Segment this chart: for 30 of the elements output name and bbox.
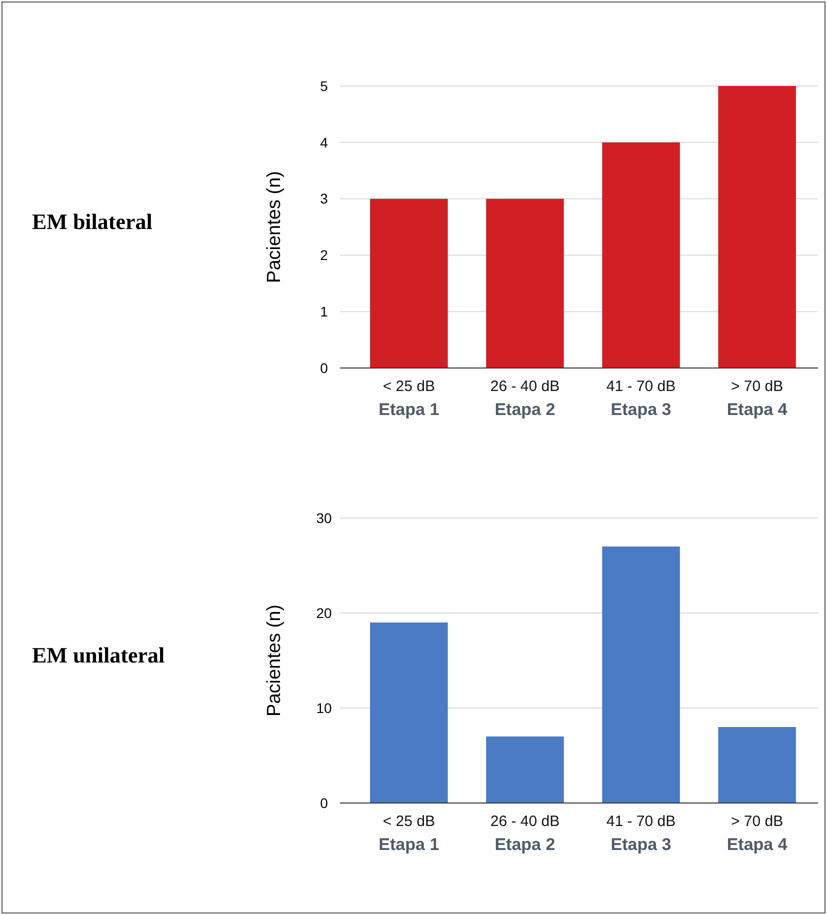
y-tick-label: 1 [320, 304, 328, 320]
y-tick-label: 5 [320, 78, 328, 94]
bar [486, 736, 564, 803]
x-tick-label: > 70 dB Etapa 4 [726, 813, 788, 854]
x-tick-label: 26 - 40 dB Etapa 2 [490, 813, 560, 854]
x-tick-label: 41 - 70 dB Etapa 3 [606, 813, 676, 854]
bar [602, 546, 680, 803]
bar [370, 198, 448, 368]
bar [718, 86, 796, 368]
bar [370, 622, 448, 803]
text: EM bilateral [32, 209, 152, 234]
y-tick-label: 2 [320, 247, 328, 264]
x-tick-label: < 25 dB Etapa 1 [378, 378, 440, 419]
y-tick-label: 30 [316, 510, 332, 526]
y-axis-title: Pacientes (n) [264, 171, 285, 283]
x-tick-label: 41 - 70 dB Etapa 3 [606, 378, 676, 419]
y-tick-label: 0 [320, 360, 328, 376]
y-tick-label: 4 [320, 134, 328, 150]
y-tick-label: 3 [320, 190, 328, 207]
x-tick-label: > 70 dB Etapa 4 [726, 378, 788, 419]
bar [718, 727, 796, 803]
bar [602, 142, 680, 368]
x-tick-label: 26 - 40 dB Etapa 2 [490, 378, 560, 419]
y-tick-label: 0 [320, 794, 328, 811]
text: EM unilateral [32, 642, 165, 668]
y-axis-title: Pacientes (n) [264, 604, 285, 716]
x-tick-label: < 25 dB Etapa 1 [378, 813, 440, 854]
y-tick-label: 20 [316, 604, 332, 621]
y-tick-label: 10 [316, 700, 332, 716]
bar [486, 198, 564, 368]
